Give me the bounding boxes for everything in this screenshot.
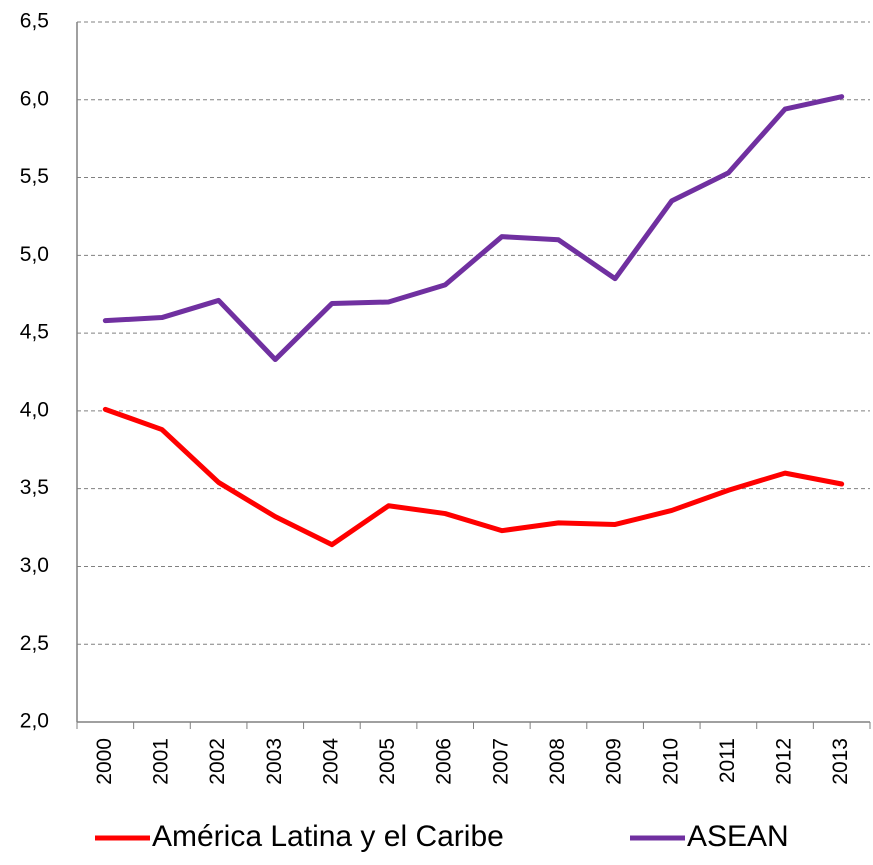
x-tick-label: 2002: [206, 738, 229, 785]
y-tick-label: 5,0: [20, 243, 49, 266]
x-tick-label: 2003: [263, 738, 286, 785]
x-tick-label: 2004: [319, 738, 342, 785]
x-tick-label: 2000: [93, 738, 116, 785]
y-tick-label: 4,0: [20, 398, 49, 421]
x-tick-label: 2008: [546, 738, 569, 785]
x-tick-label: 2006: [433, 738, 456, 785]
y-tick-label: 2,5: [20, 632, 49, 655]
x-tick-label: 2011: [716, 738, 739, 783]
y-tick-label: 3,5: [20, 476, 49, 499]
y-tick-label: 6,5: [20, 10, 49, 33]
legend-label: ASEAN: [687, 820, 789, 853]
y-tick-label: 2,0: [20, 710, 49, 733]
y-tick-label: 5,5: [20, 165, 49, 188]
x-tick-label: 2005: [376, 738, 399, 785]
x-tick-label: 2007: [489, 738, 512, 785]
series-line: [102, 406, 845, 548]
x-tick-label: 2012: [773, 738, 796, 785]
x-tick-label: 2010: [659, 738, 682, 785]
x-tick-label: 2009: [603, 738, 626, 785]
series-line: [102, 94, 845, 363]
y-tick-label: 4,5: [20, 321, 49, 344]
x-tick-label: 2001: [150, 738, 173, 785]
legend-label: América Latina y el Caribe: [152, 820, 504, 853]
y-tick-label: 6,0: [20, 87, 49, 110]
y-tick-label: 3,0: [20, 554, 49, 577]
x-tick-label: 2013: [829, 738, 852, 785]
